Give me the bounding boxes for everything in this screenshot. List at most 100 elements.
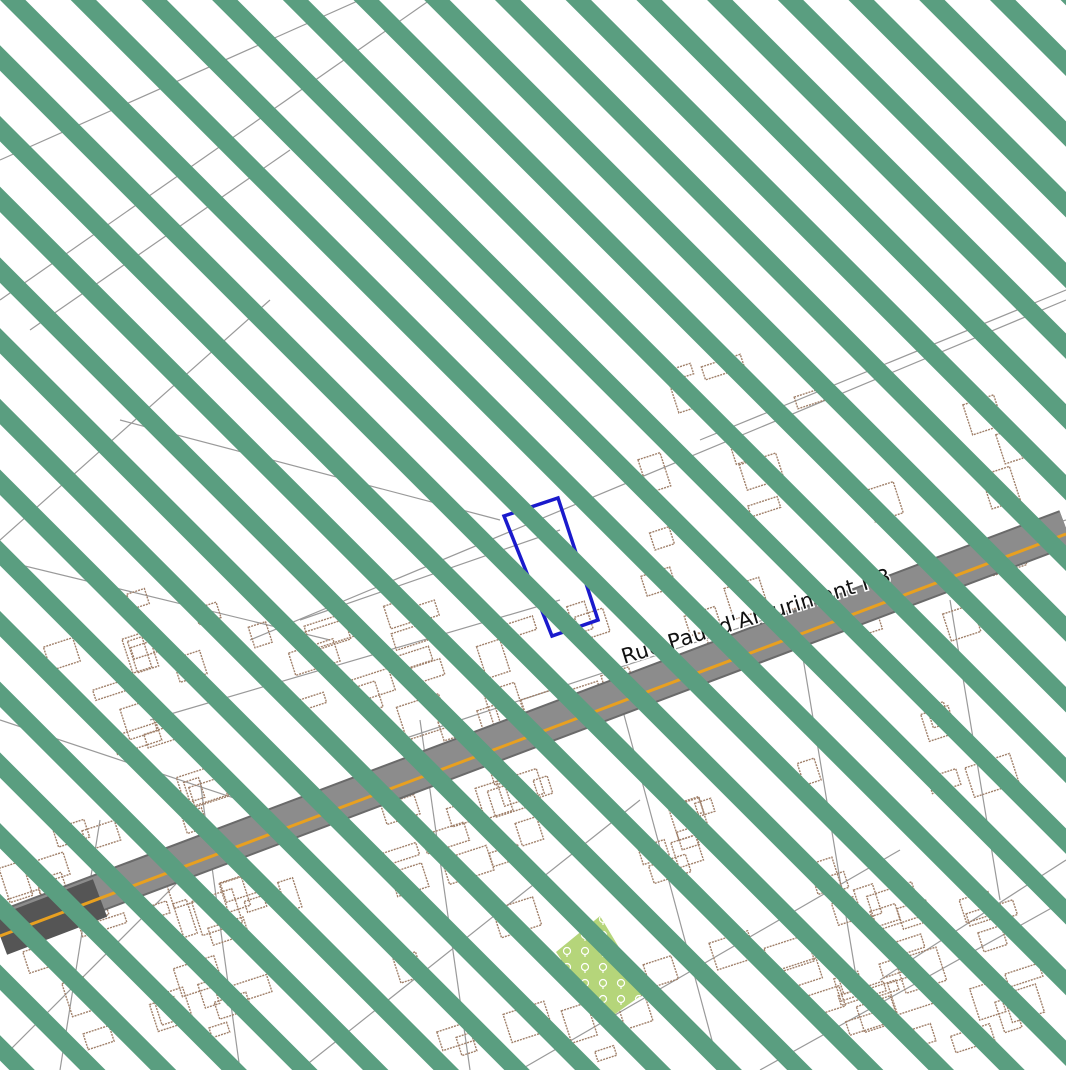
building-outline — [488, 843, 523, 868]
building-outline — [968, 979, 1007, 1021]
building-outline — [435, 1020, 478, 1052]
building-outline — [298, 691, 328, 712]
building-outline — [669, 833, 705, 869]
building-outline — [926, 767, 962, 795]
parcel-line — [119, 419, 501, 521]
building-outline — [593, 1044, 618, 1063]
building-outline — [42, 636, 82, 672]
building-outline — [977, 924, 1009, 953]
building-outline — [82, 1024, 115, 1051]
tree-pattern-icon — [556, 916, 646, 1022]
parcel-line — [59, 819, 101, 1070]
building-outline — [180, 806, 209, 835]
parcel-line — [0, 559, 331, 641]
building-outline — [912, 1022, 937, 1048]
building-outline — [139, 900, 171, 922]
building-outline — [354, 680, 384, 714]
parcel-line — [759, 899, 1066, 1070]
building-outline — [700, 353, 746, 381]
building-outline — [193, 601, 222, 626]
building-outline — [746, 495, 782, 518]
building-outline — [949, 1022, 996, 1054]
parcel-line — [619, 699, 721, 1070]
building-outline — [110, 721, 163, 756]
building-outline — [642, 954, 680, 989]
parcel-line — [949, 599, 1001, 901]
building-outline — [148, 995, 184, 1033]
building-outline — [172, 954, 224, 998]
selected-parcel-outline[interactable] — [501, 495, 601, 639]
building-outline — [708, 929, 758, 971]
building-outline — [667, 796, 711, 842]
building-outline — [675, 825, 701, 851]
building-outline — [409, 657, 446, 685]
building-outline — [171, 649, 208, 684]
building-outline — [91, 679, 129, 702]
building-outline — [670, 362, 695, 381]
parcel-line — [0, 299, 271, 541]
building-outline — [142, 722, 185, 749]
building-outline — [763, 933, 816, 976]
building-outline — [637, 451, 672, 494]
building-outline — [381, 841, 421, 867]
building-outline — [213, 991, 253, 1021]
building-outline — [919, 704, 958, 743]
building-outline — [392, 950, 425, 984]
parcel-line — [879, 859, 1066, 981]
building-outline — [496, 615, 538, 642]
building-outline — [475, 638, 511, 680]
parcel-line — [0, 0, 431, 301]
building-outline — [171, 898, 199, 939]
building-outline — [864, 480, 905, 523]
building-outline — [729, 440, 753, 466]
building-outline — [51, 818, 91, 848]
parcel-line — [0, 0, 361, 161]
building-outline — [1003, 962, 1044, 989]
point-marker-icon[interactable] — [537, 658, 543, 664]
building-outline — [647, 853, 692, 885]
building-outline — [221, 973, 273, 1007]
building-outline — [395, 692, 451, 742]
building-outline — [994, 428, 1024, 465]
building-outline — [941, 603, 982, 642]
building-outline — [980, 465, 1022, 510]
building-outline — [773, 957, 824, 993]
parcel-line — [29, 149, 291, 331]
building-outline — [196, 979, 221, 1009]
parcel-line — [0, 719, 301, 821]
building-outline — [81, 819, 122, 852]
building-outline — [738, 452, 785, 492]
building-outline — [667, 375, 696, 414]
building-outline — [994, 995, 1023, 1034]
building-outline — [208, 1021, 231, 1039]
building-outline — [838, 974, 861, 995]
building-outline — [962, 393, 1005, 436]
building-outline — [895, 898, 933, 931]
building-outline — [389, 862, 430, 898]
building-outline — [187, 776, 229, 808]
building-outline — [303, 611, 355, 651]
building-outline — [639, 566, 677, 598]
building-outline — [637, 838, 671, 866]
building-outline — [865, 880, 924, 932]
building-outline — [21, 944, 53, 975]
building-outline — [964, 752, 1020, 799]
building-outline — [560, 1001, 599, 1045]
parcel-line — [719, 0, 1066, 341]
building-outline — [406, 599, 441, 625]
parcel-line — [149, 599, 561, 721]
building-outline — [502, 1000, 554, 1044]
building-outline — [152, 986, 193, 1026]
building-outline — [514, 815, 545, 847]
building-outline — [491, 896, 543, 939]
building-outline — [382, 598, 412, 630]
building-outline — [1002, 983, 1046, 1024]
parcel-line — [299, 529, 561, 621]
building-outlines — [0, 353, 1046, 1063]
building-outline — [420, 821, 471, 855]
building-outline — [190, 887, 244, 937]
